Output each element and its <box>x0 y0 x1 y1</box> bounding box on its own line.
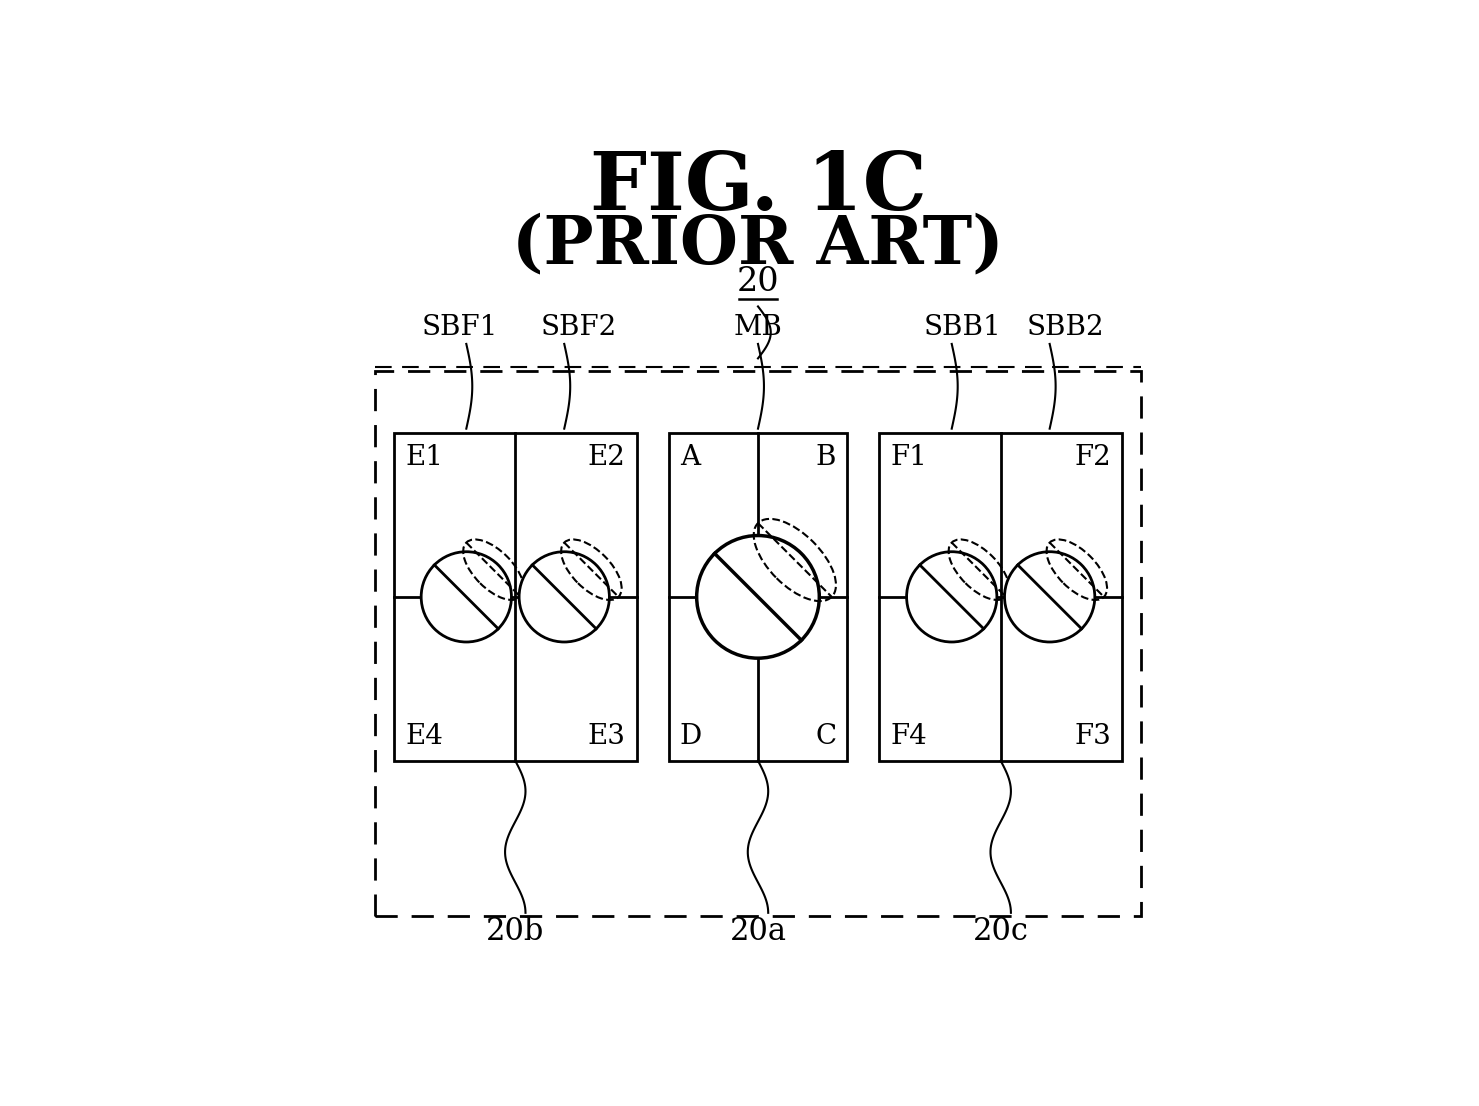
Text: 20b: 20b <box>487 916 544 947</box>
Circle shape <box>519 552 609 641</box>
Text: F3: F3 <box>1074 722 1111 750</box>
Text: B: B <box>816 444 836 471</box>
Text: E4: E4 <box>405 722 442 750</box>
Circle shape <box>422 552 512 641</box>
Text: E1: E1 <box>405 444 444 471</box>
Text: E2: E2 <box>587 444 626 471</box>
Text: F2: F2 <box>1074 444 1111 471</box>
Text: FIG. 1C: FIG. 1C <box>590 149 926 227</box>
Circle shape <box>697 535 819 658</box>
Text: SBB2: SBB2 <box>1026 314 1103 342</box>
Text: A: A <box>680 444 700 471</box>
Circle shape <box>1004 552 1094 641</box>
Text: SBF2: SBF2 <box>541 314 617 342</box>
Bar <box>880 432 1123 761</box>
Text: D: D <box>680 722 703 750</box>
Text: (PRIOR ART): (PRIOR ART) <box>512 212 1004 278</box>
Text: MB: MB <box>734 314 782 342</box>
Bar <box>374 372 1142 916</box>
Text: 20c: 20c <box>973 916 1028 947</box>
Circle shape <box>907 552 997 641</box>
Bar <box>393 432 636 761</box>
Text: E3: E3 <box>587 722 626 750</box>
Text: F4: F4 <box>890 722 927 750</box>
Text: SBB1: SBB1 <box>924 314 1001 342</box>
Bar <box>669 432 847 761</box>
Text: SBF1: SBF1 <box>422 314 498 342</box>
Text: F1: F1 <box>890 444 927 471</box>
Text: 20a: 20a <box>729 916 787 947</box>
Text: C: C <box>815 722 836 750</box>
Text: 20: 20 <box>737 265 779 298</box>
